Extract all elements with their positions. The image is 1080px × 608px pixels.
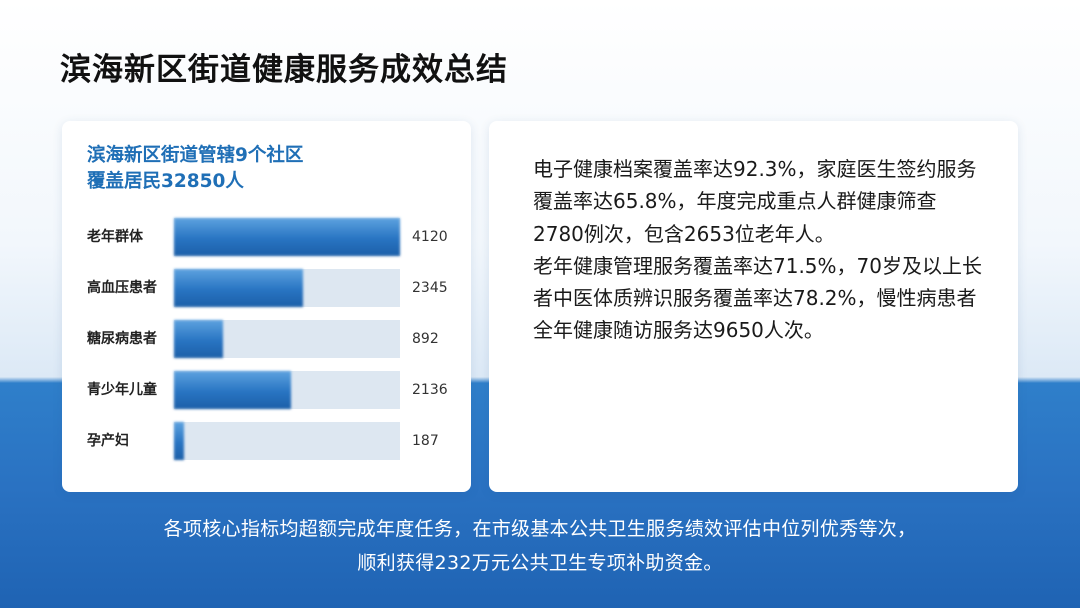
bar-row: 青少年儿童 2136 — [62, 371, 471, 409]
bar-track — [174, 371, 400, 409]
bar-label: 孕产妇 — [87, 433, 129, 449]
bar-value-label: 892 — [412, 331, 439, 347]
bar-value-label: 2345 — [412, 280, 448, 296]
bar-row: 孕产妇 187 — [62, 422, 471, 460]
bar — [174, 422, 184, 460]
bar-value-label: 2136 — [412, 382, 448, 398]
bar-track — [174, 320, 400, 358]
footer-line-1: 各项核心指标均超额完成年度任务，在市级基本公共卫生服务绩效评估中位列优秀等次， — [163, 518, 917, 540]
bar-row: 糖尿病患者 892 — [62, 320, 471, 358]
bar-label: 青少年儿童 — [87, 382, 157, 398]
bar-row: 老年群体 4120 — [62, 218, 471, 256]
summary-card: 电子健康档案覆盖率达92.3%，家庭医生签约服务覆盖率达65.8%，年度完成重点… — [489, 121, 1018, 492]
footer-line-2: 顺利获得232万元公共卫生专项补助资金。 — [357, 552, 723, 574]
chart-heading: 滨海新区街道管辖9个社区 覆盖居民32850人 — [87, 143, 303, 195]
bar — [174, 269, 303, 307]
bar-label: 高血压患者 — [87, 280, 157, 296]
chart-heading-line1: 滨海新区街道管辖9个社区 — [87, 145, 304, 166]
bar — [174, 371, 291, 409]
bar-label: 老年群体 — [87, 229, 143, 245]
footer-note: 各项核心指标均超额完成年度任务，在市级基本公共卫生服务绩效评估中位列优秀等次， … — [0, 512, 1080, 580]
bar-label: 糖尿病患者 — [87, 331, 157, 347]
bar-track — [174, 422, 400, 460]
summary-text: 电子健康档案覆盖率达92.3%，家庭医生签约服务覆盖率达65.8%，年度完成重点… — [533, 153, 983, 347]
bar-track — [174, 218, 400, 256]
bar-track — [174, 269, 400, 307]
bar-row: 高血压患者 2345 — [62, 269, 471, 307]
bar-value-label: 4120 — [412, 229, 448, 245]
summary-paragraph-2: 老年健康管理服务覆盖率达71.5%，70岁及以上长者中医体质辨识服务覆盖率达78… — [533, 253, 982, 343]
chart-card: 滨海新区街道管辖9个社区 覆盖居民32850人 老年群体 4120 高血压患者 234… — [62, 121, 471, 492]
summary-paragraph-1: 电子健康档案覆盖率达92.3%，家庭医生签约服务覆盖率达65.8%，年度完成重点… — [533, 157, 977, 246]
bar-value-label: 187 — [412, 433, 439, 449]
page-title: 滨海新区街道健康服务成效总结 — [60, 52, 508, 88]
chart-heading-line2: 覆盖居民32850人 — [87, 171, 244, 192]
bar — [174, 320, 223, 358]
bar — [174, 218, 400, 256]
